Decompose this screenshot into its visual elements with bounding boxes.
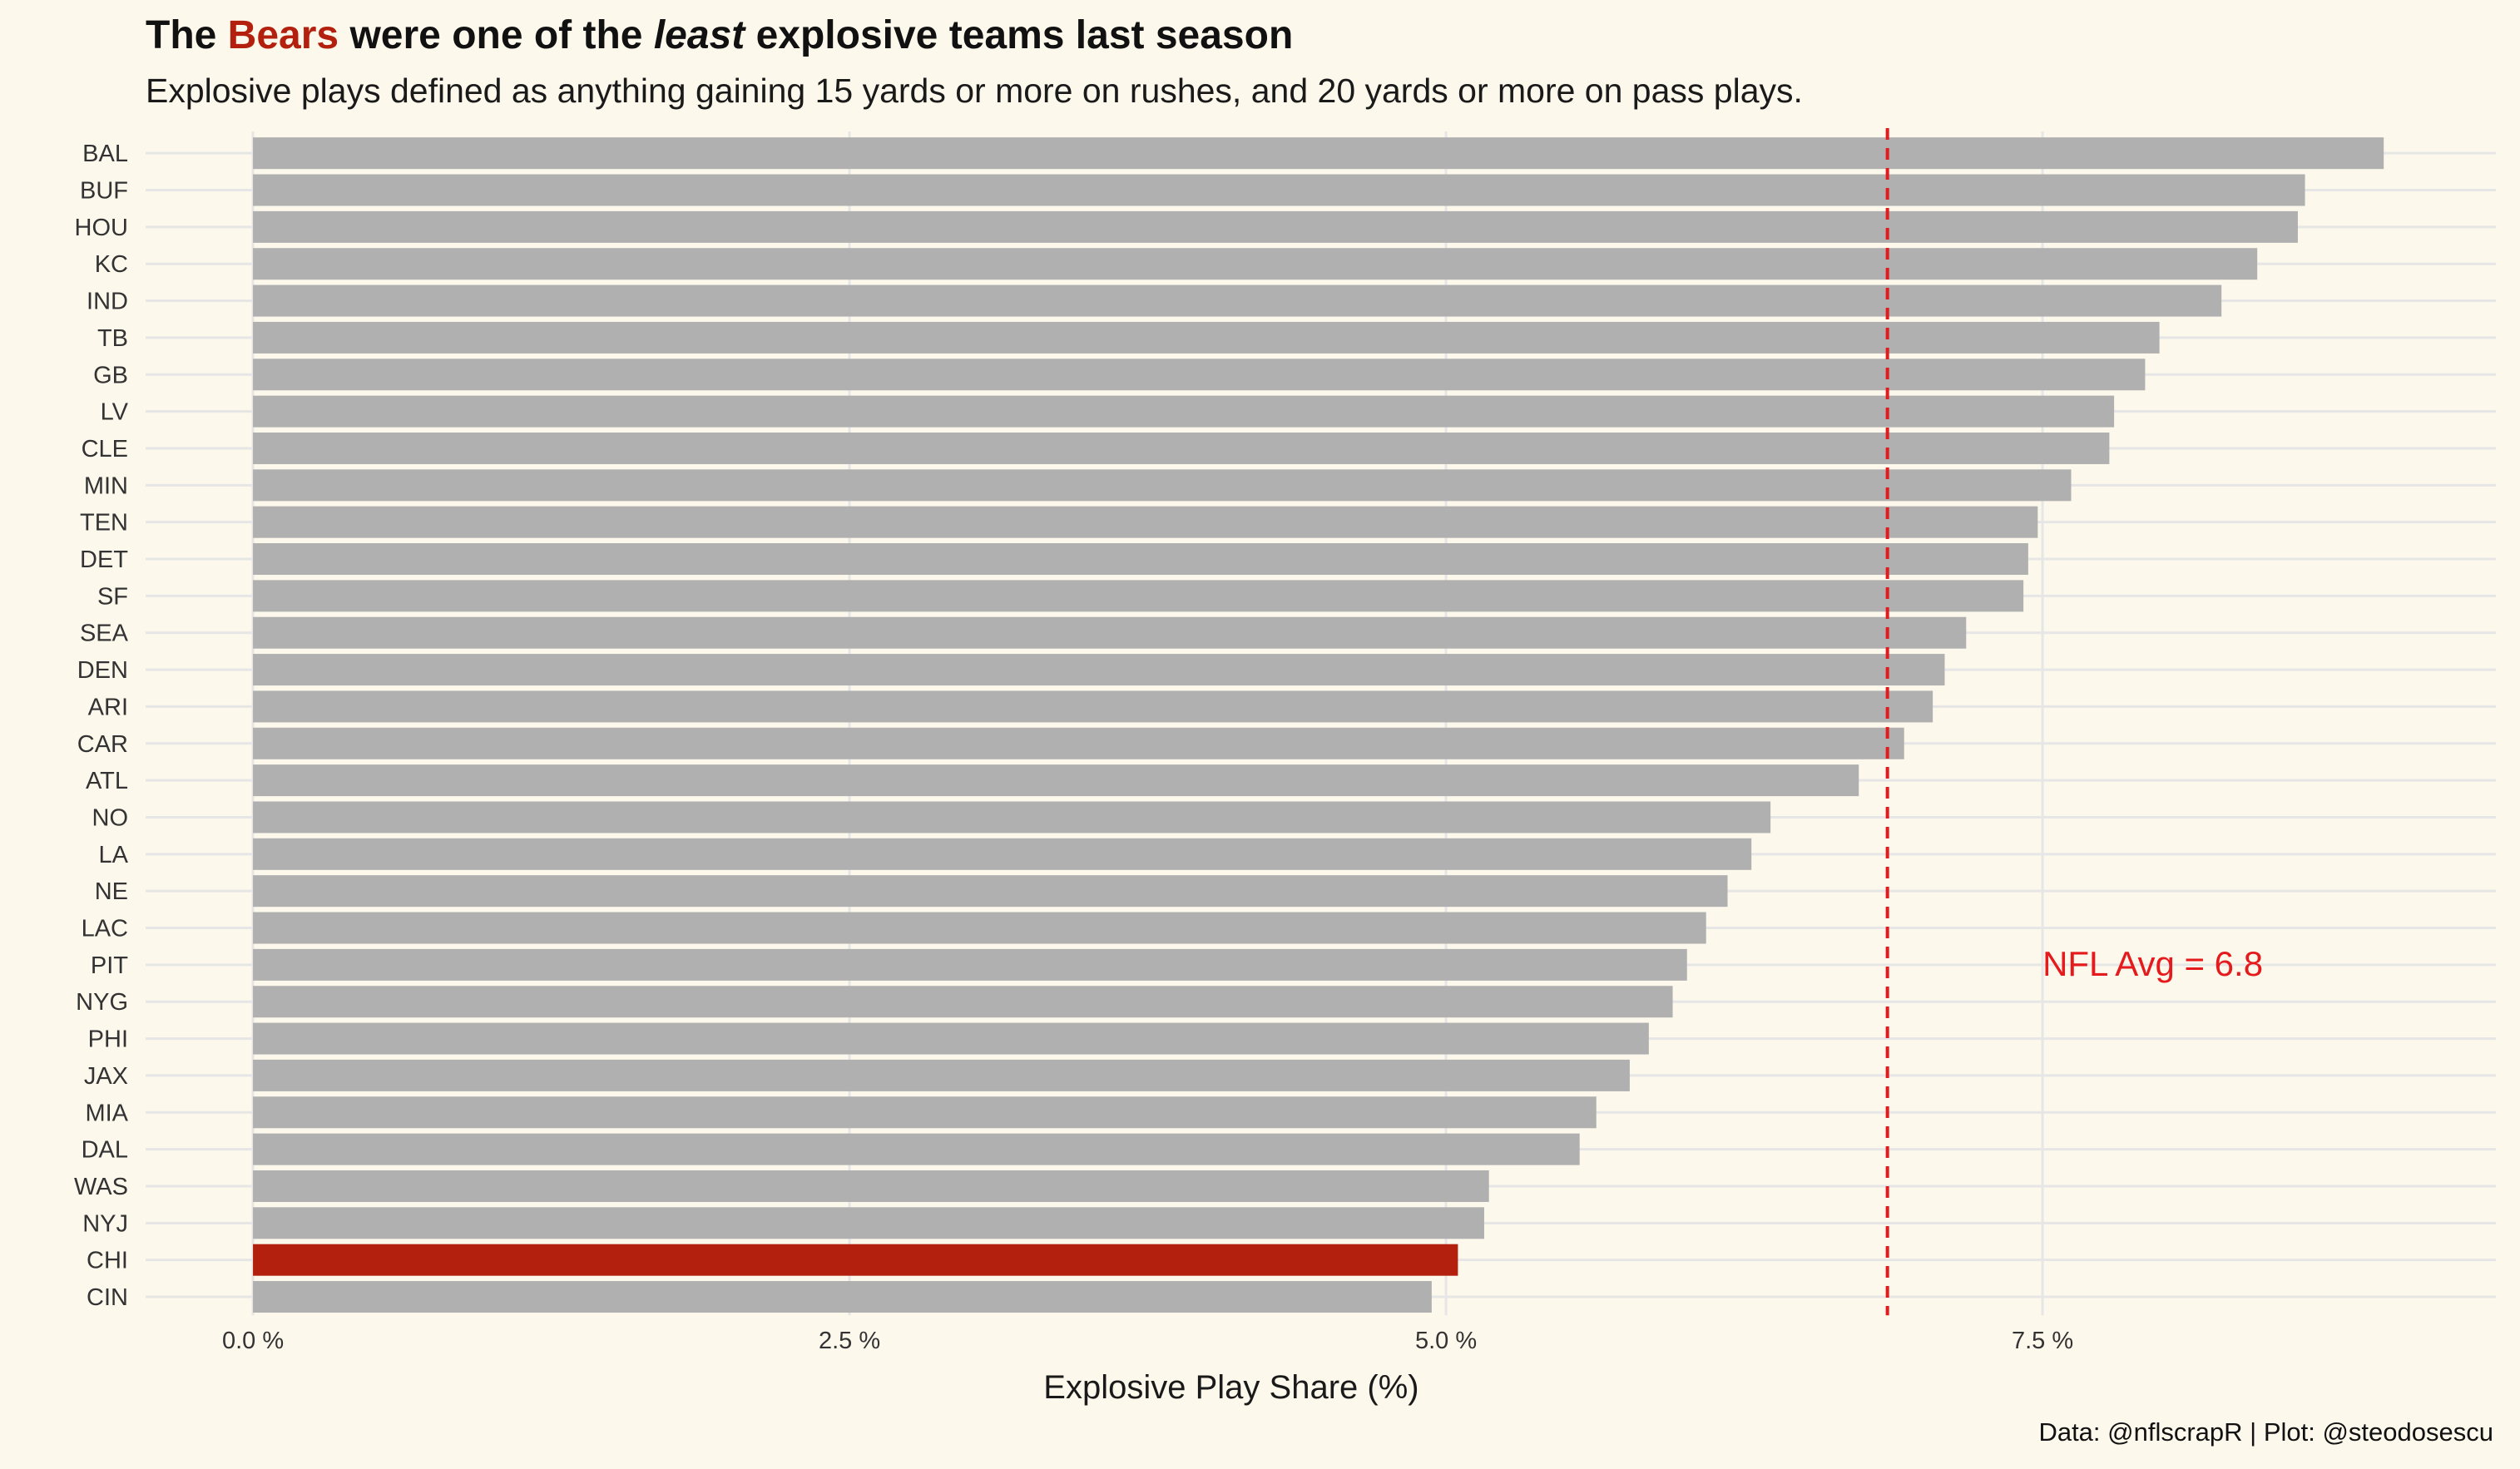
y-tick-label: MIN [84, 472, 128, 499]
y-tick-label: NO [92, 804, 129, 831]
bar-lv [253, 395, 2115, 428]
y-tick-label: CHI [87, 1248, 128, 1274]
bar-was [253, 1170, 1489, 1202]
x-tick-label: 5.0 % [1415, 1328, 1477, 1354]
x-axis-title: Explosive Play Share (%) [1043, 1369, 1418, 1406]
y-tick-label: PIT [91, 952, 128, 979]
bar-cle [253, 432, 2110, 464]
y-tick-label: DEN [77, 657, 128, 684]
y-tick-label: ATL [86, 768, 128, 794]
y-tick-label: ARI [88, 694, 128, 720]
y-tick-label: HOU [75, 215, 128, 241]
y-tick-label: JAX [84, 1063, 128, 1090]
bar-det [253, 543, 2028, 576]
y-tick-label: NYG [76, 989, 128, 1016]
average-label: NFL Avg = 6.8 [2042, 944, 2263, 983]
y-tick-label: TB [97, 325, 128, 352]
bar-sf [253, 580, 2024, 612]
chart-caption: Data: @nflscrapR | Plot: @steodosescu [2038, 1417, 2493, 1447]
x-tick-label: 0.0 % [222, 1328, 284, 1354]
y-tick-label: BUF [80, 178, 128, 205]
y-tick-label: BAL [82, 141, 128, 167]
bar-pit [253, 948, 1687, 981]
bar-lac [253, 912, 1706, 944]
x-tick-label: 7.5 % [2012, 1328, 2073, 1354]
bar-la [253, 838, 1752, 870]
title-highlight-team: Bears [227, 13, 339, 57]
bar-cin [253, 1281, 1432, 1313]
bar-bal [253, 137, 2384, 170]
y-tick-label: CLE [82, 436, 128, 462]
bar-den [253, 654, 1945, 686]
y-tick-label: NYJ [82, 1210, 128, 1237]
y-tick-label: NE [95, 878, 128, 905]
y-tick-label: LAC [82, 916, 128, 942]
bar-tb [253, 321, 2160, 354]
y-tick-label: MIA [85, 1100, 128, 1126]
bar-car [253, 727, 1904, 759]
y-tick-label: CAR [77, 731, 128, 758]
y-tick-label: WAS [74, 1174, 128, 1200]
y-tick-label: GB [93, 362, 128, 388]
bar-kc [253, 248, 2258, 280]
bar-chi [253, 1244, 1458, 1276]
title-emphasis: least [653, 13, 745, 57]
y-tick-label: DAL [82, 1137, 128, 1164]
bar-buf [253, 174, 2305, 206]
bar-ten [253, 506, 2038, 538]
bar-no [253, 801, 1771, 833]
bar-gb [253, 359, 2146, 391]
bar-nyj [253, 1207, 1484, 1239]
chart-title: The Bears were one of the least explosiv… [146, 13, 1294, 57]
y-tick-label: LV [101, 399, 129, 426]
y-tick-label: KC [95, 251, 128, 278]
y-tick-label: SEA [80, 621, 129, 647]
y-tick-label: SF [97, 583, 128, 610]
bar-ind [253, 284, 2222, 317]
y-tick-label: PHI [88, 1026, 128, 1053]
y-tick-label: IND [87, 289, 128, 315]
bar-ne [253, 875, 1728, 908]
bar-hou [253, 210, 2298, 243]
x-tick-label: 2.5 % [819, 1328, 880, 1354]
chart-subtitle: Explosive plays defined as anything gain… [146, 72, 1803, 110]
bar-atl [253, 764, 1859, 797]
bar-jax [253, 1059, 1630, 1091]
bar-dal [253, 1133, 1580, 1165]
y-tick-label: CIN [87, 1284, 128, 1311]
bar-min [253, 469, 2072, 502]
bar-phi [253, 1022, 1649, 1055]
y-tick-label: DET [80, 547, 128, 573]
bar-mia [253, 1096, 1597, 1129]
bar-nyg [253, 986, 1673, 1018]
y-tick-label: TEN [80, 510, 128, 537]
y-tick-label: LA [99, 842, 129, 868]
bar-chart: BAL BUF HOU KC IND TB GB LV CLE MIN TEN DET SF SEA DEN… [74, 128, 2496, 1406]
bar-ari [253, 690, 1933, 723]
bar-sea [253, 616, 1967, 649]
